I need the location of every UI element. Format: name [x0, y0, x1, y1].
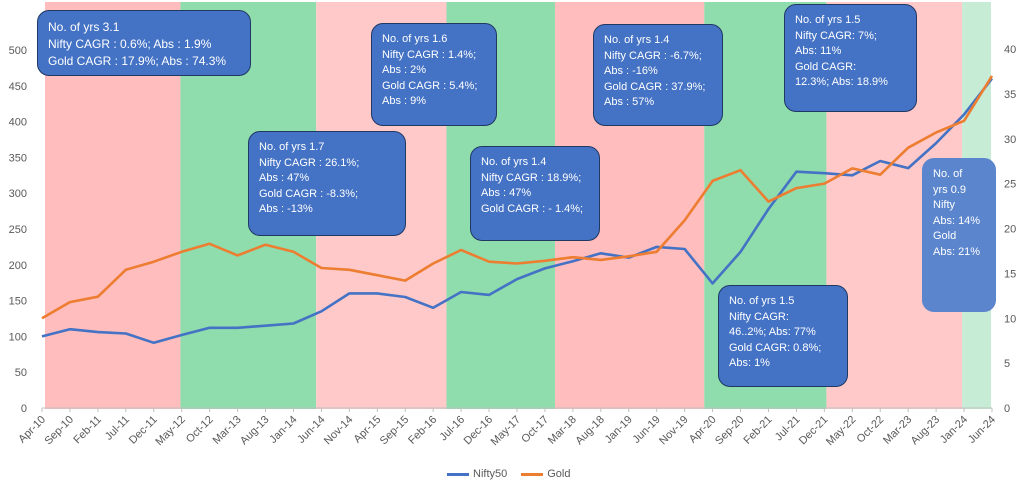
y-right-tick-label: 15	[1004, 268, 1016, 280]
x-tick-label: May-22	[824, 414, 858, 448]
y-left-tick-label: 450	[9, 81, 27, 93]
y-left-tick-label: 200	[9, 260, 27, 272]
x-tick-label: Mar-18	[546, 414, 579, 447]
x-tick-label: Mar-23	[881, 414, 914, 447]
y-right-tick-label: 0	[1004, 403, 1010, 415]
annotation-period-7: No. of yrs 1.5 Nifty CAGR: 7%; Abs: 11% …	[784, 4, 917, 112]
x-tick-label: Sep-20	[713, 414, 747, 448]
annotation-period-5: No. of yrs 1.4 Nifty CAGR : -6.7%; Abs :…	[593, 24, 723, 126]
y-right-tick-label: 35	[1004, 89, 1016, 101]
x-tick-label: Oct-17	[519, 414, 551, 446]
y-left-tick-label: 300	[9, 188, 27, 200]
y-right-tick-label: 10	[1004, 313, 1016, 325]
x-tick-label: Jun-24	[966, 414, 998, 446]
series-lines	[41, 75, 994, 345]
annotation-period-1: No. of yrs 3.1 Nifty CAGR : 0.6%; Abs : …	[37, 10, 251, 76]
y-left-tick-label: 400	[9, 117, 27, 129]
x-tick-label: Jun-19	[631, 414, 663, 446]
x-tick-label: Nov-14	[322, 414, 356, 448]
axes	[41, 407, 993, 412]
y-left-tick-label: 500	[9, 45, 27, 57]
y-left-tick-label: 350	[9, 152, 27, 164]
x-tick-label: Jan-24	[938, 414, 970, 446]
x-tick-label: Sep-10	[42, 414, 76, 448]
y-left-tick-label: 100	[9, 331, 27, 343]
y-right-tick-label: 25	[1004, 179, 1016, 191]
x-tick-label: Aug-13	[238, 414, 272, 448]
legend-swatch-gold	[521, 472, 544, 476]
x-tick-label: Jun-14	[295, 414, 327, 446]
x-tick-label: Mar-13	[211, 414, 244, 447]
x-tick-label: Aug-18	[573, 414, 607, 448]
annotation-period-2: No. of yrs 1.7 Nifty CAGR : 26.1%; Abs :…	[248, 131, 406, 236]
y-right-tick-label: 40	[1004, 44, 1016, 56]
annotation-period-4: No. of yrs 1.4 Nifty CAGR : 18.9%; Abs :…	[470, 146, 600, 241]
y-left-tick-label: 50	[15, 367, 27, 379]
x-tick-label: May-12	[153, 414, 187, 448]
x-tick-label: Oct-12	[184, 414, 216, 446]
annotation-period-6: No. of yrs 1.5 Nifty CAGR: 46..2%; Abs: …	[718, 285, 848, 387]
legend-item-nifty: Nifty50	[447, 468, 507, 480]
y-right-tick-label: 30	[1004, 134, 1016, 146]
legend: Nifty50 Gold	[447, 468, 571, 480]
x-tick-label: Jan-14	[267, 414, 299, 446]
x-tick-label: Feb-16	[406, 414, 439, 447]
legend-label-nifty: Nifty50	[473, 468, 508, 480]
series-line-nifty50	[41, 77, 994, 345]
x-tick-label: Feb-11	[71, 414, 104, 447]
annotation-period-8: No. of yrs 0.9 Nifty Abs: 14% Gold Abs: …	[922, 158, 996, 312]
x-tick-label: Feb-21	[741, 414, 774, 447]
x-tick-label: Sep-15	[378, 414, 412, 448]
legend-label-gold: Gold	[547, 468, 571, 480]
x-tick-label: Jan-19	[603, 414, 635, 446]
y-right-tick-label: 5	[1004, 358, 1010, 370]
annotation-period-3: No. of yrs 1.6 Nifty CAGR : 1.4%; Abs : …	[371, 23, 497, 126]
x-tick-label: May-17	[489, 414, 523, 448]
y-left-tick-label: 250	[9, 224, 27, 236]
x-tick-label: Oct-22	[855, 414, 887, 446]
legend-swatch-nifty	[447, 472, 469, 476]
y-left-tick-label: 0	[21, 403, 27, 415]
y-left-tick-label: 150	[9, 296, 27, 308]
y-right-tick-label: 20	[1004, 224, 1016, 236]
x-tick-label: Aug-23	[909, 414, 943, 448]
series-line-gold	[41, 75, 994, 320]
x-tick-label: Nov-19	[657, 414, 691, 448]
legend-item-gold: Gold	[521, 468, 571, 480]
